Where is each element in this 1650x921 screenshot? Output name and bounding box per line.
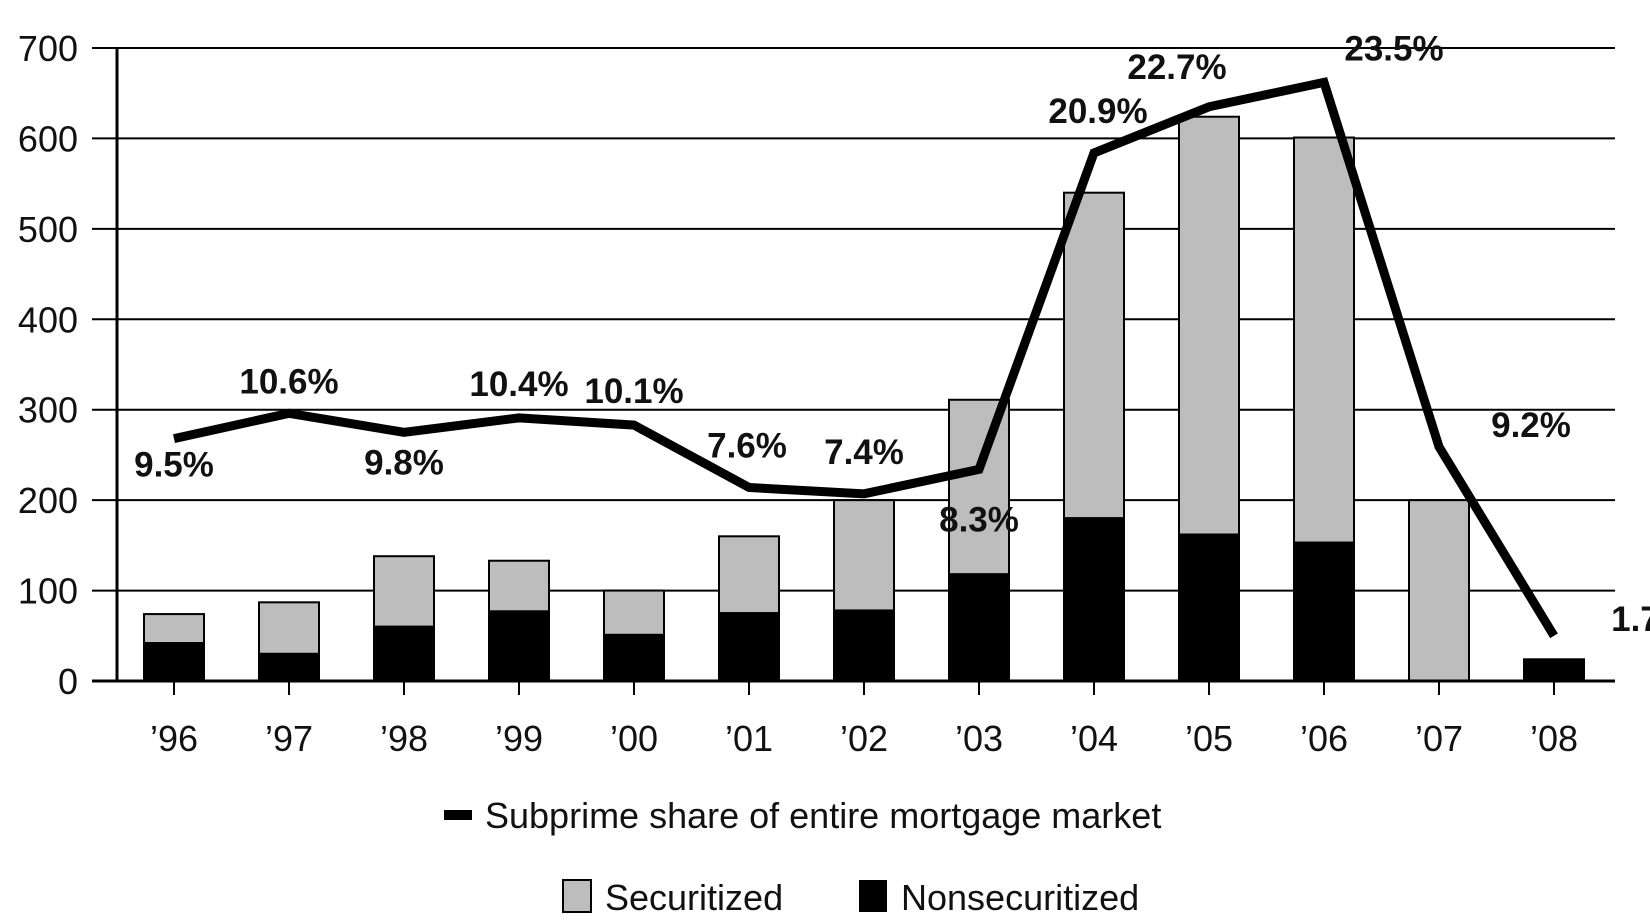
- bar-securitized: [373, 555, 435, 628]
- share-data-label: 10.6%: [239, 362, 338, 401]
- axes: 0 100 200 300 400 500 600 700 ’96 ’97 ’98 ’99 ’00 ’01…: [18, 28, 1615, 759]
- bar-securitized: [1178, 115, 1240, 536]
- bar-securitized: [488, 559, 550, 613]
- bar-securitized: [1408, 499, 1470, 682]
- share-data-label: 7.4%: [824, 433, 904, 472]
- share-data-label: 22.7%: [1127, 48, 1226, 87]
- x-tick-label: ’07: [1415, 718, 1463, 759]
- bar-nonsecuritized: [1178, 533, 1240, 683]
- share-data-label: 23.5%: [1344, 29, 1443, 68]
- legend-item-securitized: Securitized: [562, 877, 783, 918]
- bar-securitized: [258, 601, 320, 655]
- bar-securitized: [143, 613, 205, 645]
- y-tick-label: 0: [58, 661, 78, 702]
- x-tick-label: ’08: [1530, 718, 1578, 759]
- bar-nonsecuritized: [833, 609, 895, 682]
- bar-nonsecuritized: [143, 642, 205, 683]
- legend-item-nonsecuritized: Nonsecuritized: [859, 877, 1139, 918]
- x-tick-label: ’96: [150, 718, 198, 759]
- y-tick-label: 600: [18, 118, 78, 159]
- legend-swatch-line: [444, 810, 472, 820]
- share-line: [173, 77, 1558, 639]
- x-tick-label: ’98: [380, 718, 428, 759]
- y-tick-label: 400: [18, 299, 78, 340]
- share-data-label: 1.7%: [1611, 600, 1650, 639]
- share-data-label: 7.6%: [707, 426, 787, 465]
- x-tick-label: ’05: [1185, 718, 1233, 759]
- legend-item-share-line: Subprime share of entire mortgage market: [444, 795, 1161, 836]
- y-tick-label: 300: [18, 390, 78, 431]
- x-tick-label: ’01: [725, 718, 773, 759]
- x-tick-label: ’00: [610, 718, 658, 759]
- x-tick-label: ’06: [1300, 718, 1348, 759]
- legend-label-nonsecuritized: Nonsecuritized: [901, 877, 1139, 918]
- bar-securitized: [833, 499, 895, 612]
- share-line-path: [173, 77, 1558, 639]
- y-tick-label: 700: [18, 28, 78, 69]
- share-data-label: 8.3%: [939, 500, 1019, 539]
- x-tick-label: ’02: [840, 718, 888, 759]
- share-data-label: 9.8%: [364, 443, 444, 482]
- bar-securitized: [718, 535, 780, 615]
- bar-nonsecuritized: [1523, 658, 1585, 682]
- x-tick-label: ’99: [495, 718, 543, 759]
- x-tick-label: ’97: [265, 718, 313, 759]
- y-tick-label: 100: [18, 571, 78, 612]
- share-data-label: 20.9%: [1048, 92, 1147, 131]
- bar-nonsecuritized: [718, 612, 780, 683]
- legend-swatch-securitized: [562, 879, 592, 913]
- legend-swatch-nonsecuritized: [859, 880, 887, 912]
- bar-securitized: [1293, 136, 1355, 544]
- bar-securitized: [603, 589, 665, 636]
- bar-securitized: [948, 398, 1010, 576]
- share-data-label: 10.1%: [584, 372, 683, 411]
- y-tick-label: 500: [18, 209, 78, 250]
- legend-label-line: Subprime share of entire mortgage market: [485, 795, 1161, 836]
- bar-securitized: [1063, 191, 1125, 520]
- y-tick-label: 200: [18, 480, 78, 521]
- share-data-labels: 9.5% 10.6% 9.8% 10.4% 10.1% 7.6% 7.4% 8.3% 20.9%…: [134, 29, 1650, 638]
- share-data-label: 10.4%: [469, 365, 568, 404]
- legend: Subprime share of entire mortgage market…: [444, 795, 1161, 918]
- grid-lines: [92, 47, 1615, 592]
- share-data-label: 9.5%: [134, 446, 214, 485]
- x-tick-label: ’04: [1070, 718, 1118, 759]
- x-tick-label: ’03: [955, 718, 1003, 759]
- bar-nonsecuritized: [603, 633, 665, 682]
- share-data-label: 9.2%: [1491, 406, 1571, 445]
- bar-nonsecuritized: [948, 573, 1010, 683]
- bar-nonsecuritized: [1293, 541, 1355, 682]
- bar-nonsecuritized: [1063, 517, 1125, 682]
- stacked-bars: [143, 115, 1585, 683]
- bar-nonsecuritized: [488, 610, 550, 682]
- bar-nonsecuritized: [373, 625, 435, 682]
- legend-label-securitized: Securitized: [605, 877, 783, 918]
- bar-nonsecuritized: [258, 652, 320, 682]
